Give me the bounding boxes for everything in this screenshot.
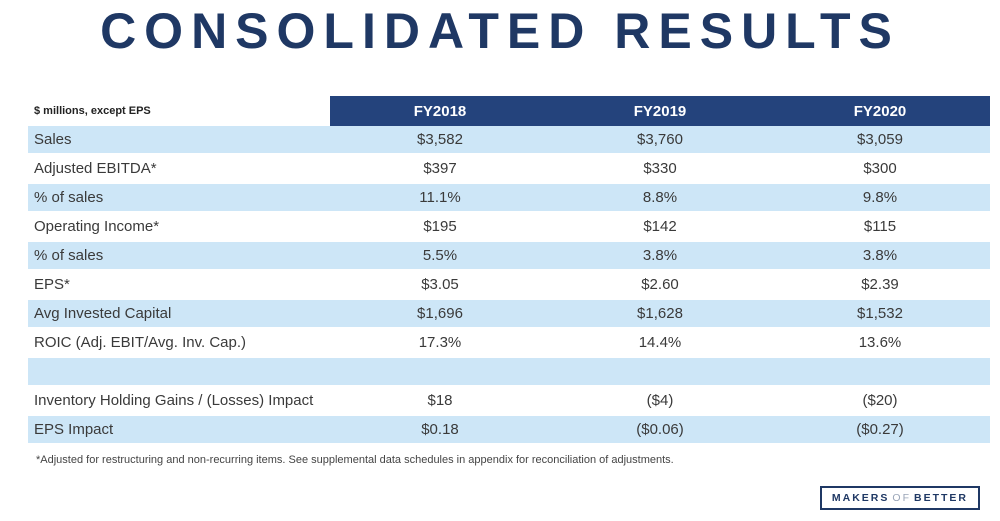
row-value: 17.3% — [418, 334, 462, 351]
row-label — [28, 358, 330, 385]
row-value: ($0.27) — [856, 421, 904, 438]
column-header-fy2018: FY2018 — [330, 96, 550, 126]
row-label: EPS* — [34, 276, 70, 293]
row-value: $142 — [643, 218, 677, 235]
table-row-spacer — [28, 358, 990, 387]
row-label: ROIC (Adj. EBIT/Avg. Inv. Cap.) — [34, 334, 247, 351]
unit-label: $ millions, except EPS — [28, 96, 330, 126]
row-value: ($20) — [862, 392, 898, 409]
logo-word-better: BETTER — [914, 492, 968, 504]
row-value: 5.5% — [422, 247, 458, 264]
row-label: % of sales — [34, 189, 104, 206]
makers-of-better-logo: MAKERS OF BETTER — [819, 486, 980, 510]
row-value: $3,582 — [417, 131, 463, 148]
row-value — [550, 358, 770, 385]
logo-word-makers: MAKERS — [831, 492, 890, 504]
row-value: 9.8% — [862, 189, 898, 206]
column-header-fy2020: FY2020 — [770, 96, 990, 126]
table-row-eps: EPS* $3.05 $2.60 $2.39 — [28, 271, 990, 300]
row-label: Operating Income* — [34, 218, 160, 235]
row-value: $115 — [863, 218, 897, 235]
row-value: $2.39 — [861, 276, 899, 293]
row-value: 8.8% — [642, 189, 678, 206]
table-row-roic: ROIC (Adj. EBIT/Avg. Inv. Cap.) 17.3% 14… — [28, 329, 990, 358]
row-value: $0.18 — [421, 421, 459, 438]
row-value — [770, 358, 990, 385]
row-value: $195 — [423, 218, 457, 235]
row-value: $3.05 — [421, 276, 459, 293]
row-value: 3.8% — [642, 247, 678, 264]
row-value: ($0.06) — [636, 421, 684, 438]
row-value: $2.60 — [641, 276, 679, 293]
table-row-inventory-impact: Inventory Holding Gains / (Losses) Impac… — [28, 387, 990, 416]
row-value: $18 — [427, 392, 453, 409]
row-value: $1,696 — [417, 305, 463, 322]
row-label: Adjusted EBITDA* — [34, 160, 157, 177]
row-value: ($4) — [646, 392, 674, 409]
row-label: Avg Invested Capital — [34, 305, 172, 322]
row-value: $3,059 — [857, 131, 903, 148]
row-value: 3.8% — [862, 247, 898, 264]
table-row-eps-impact: EPS Impact $0.18 ($0.06) ($0.27) — [28, 416, 990, 445]
row-label: % of sales — [34, 247, 104, 264]
row-value: 13.6% — [858, 334, 902, 351]
row-value: $330 — [643, 160, 677, 177]
row-label: Sales — [34, 131, 72, 148]
row-value — [330, 358, 550, 385]
row-label: EPS Impact — [34, 421, 114, 438]
column-header-fy2019: FY2019 — [550, 96, 770, 126]
results-table: $ millions, except EPS FY2018 FY2019 FY2… — [28, 96, 990, 445]
table-row-pct-of-sales-oi: % of sales 5.5% 3.8% 3.8% — [28, 242, 990, 271]
table-row-adjusted-ebitda: Adjusted EBITDA* $397 $330 $300 — [28, 155, 990, 184]
row-value: $1,532 — [857, 305, 903, 322]
table-header-row: $ millions, except EPS FY2018 FY2019 FY2… — [28, 96, 990, 126]
footnote: *Adjusted for restructuring and non-recu… — [36, 454, 674, 466]
row-label: Inventory Holding Gains / (Losses) Impac… — [34, 392, 314, 409]
table-row-sales: Sales $3,582 $3,760 $3,059 — [28, 126, 990, 155]
row-value: $300 — [863, 160, 897, 177]
row-value: 14.4% — [638, 334, 682, 351]
table-row-avg-invested-capital: Avg Invested Capital $1,696 $1,628 $1,53… — [28, 300, 990, 329]
page-title: CONSOLIDATED RESULTS — [100, 3, 900, 59]
row-value: $397 — [423, 160, 457, 177]
row-value: $1,628 — [637, 305, 683, 322]
table-row-operating-income: Operating Income* $195 $142 $115 — [28, 213, 990, 242]
logo-word-of: OF — [892, 492, 911, 504]
row-value: 11.1% — [419, 189, 461, 206]
row-value: $3,760 — [637, 131, 683, 148]
table-row-pct-of-sales-ebitda: % of sales 11.1% 8.8% 9.8% — [28, 184, 990, 213]
